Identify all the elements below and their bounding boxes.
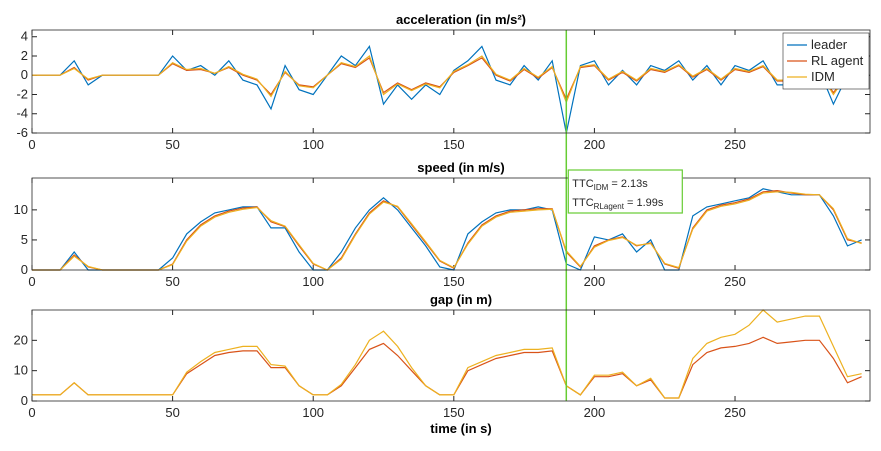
y-tick-label: 10: [14, 363, 28, 378]
x-tick-label: 0: [28, 274, 35, 289]
chart-title: gap (in m): [430, 292, 492, 307]
x-tick-label: 100: [302, 405, 324, 420]
plot-area: [32, 310, 870, 401]
y-tick-label: -4: [16, 106, 28, 121]
x-tick-label: 0: [28, 405, 35, 420]
plot-area: [32, 178, 870, 270]
x-tick-label: 150: [443, 274, 465, 289]
y-tick-label: -6: [16, 125, 28, 140]
legend-label: leader: [811, 37, 848, 52]
annotation: TTCRLagent = 1.99s: [572, 197, 664, 211]
x-tick-label: 100: [302, 137, 324, 152]
x-tick-label: 50: [165, 405, 179, 420]
annotation: TTCIDM = 2.13s: [572, 178, 648, 192]
axes-box: [31, 309, 871, 402]
series-line: [32, 188, 862, 271]
chart-title: acceleration (in m/s²): [396, 12, 526, 27]
axes-box: [31, 29, 871, 134]
x-tick-label: 250: [724, 405, 746, 420]
series-line: [32, 55, 862, 104]
annotation-suffix: = 1.99s: [624, 197, 664, 209]
series-line: [32, 191, 862, 271]
x-tick-label: 150: [443, 137, 465, 152]
x-tick-label: 0: [28, 137, 35, 152]
x-tick-label: 50: [165, 274, 179, 289]
x-axis-label: time (in s): [430, 421, 491, 436]
x-tick-label: 250: [724, 274, 746, 289]
x-tick-label: 200: [584, 137, 606, 152]
series-line: [32, 309, 862, 399]
y-tick-label: 0: [21, 262, 28, 277]
y-tick-label: 0: [21, 393, 28, 408]
annotation-suffix: = 2.13s: [608, 178, 648, 190]
chart-title: speed (in m/s): [417, 160, 504, 175]
axes-box: [31, 177, 871, 271]
x-tick-label: 200: [584, 405, 606, 420]
y-tick-label: 2: [21, 48, 28, 63]
y-tick-label: 5: [21, 232, 28, 247]
x-tick-label: 50: [165, 137, 179, 152]
annotation-text: TTC: [572, 197, 593, 209]
annotation-text: TTC: [572, 178, 593, 190]
x-tick-label: 200: [584, 274, 606, 289]
x-tick-label: 100: [302, 274, 324, 289]
annotation-subscript: IDM: [594, 183, 609, 192]
annotation-box: [567, 169, 683, 214]
y-tick-label: 10: [14, 202, 28, 217]
y-tick-label: 4: [21, 29, 28, 44]
legend-label: RL agent: [811, 53, 864, 68]
x-tick-label: 250: [724, 137, 746, 152]
y-tick-label: -2: [16, 86, 28, 101]
y-tick-label: 0: [21, 67, 28, 82]
series-line: [32, 45, 862, 134]
plot-area: [32, 30, 870, 133]
y-tick-label: 20: [14, 332, 28, 347]
x-tick-label: 150: [443, 405, 465, 420]
legend-label: IDM: [811, 69, 835, 84]
annotation-subscript: RLagent: [594, 202, 625, 211]
